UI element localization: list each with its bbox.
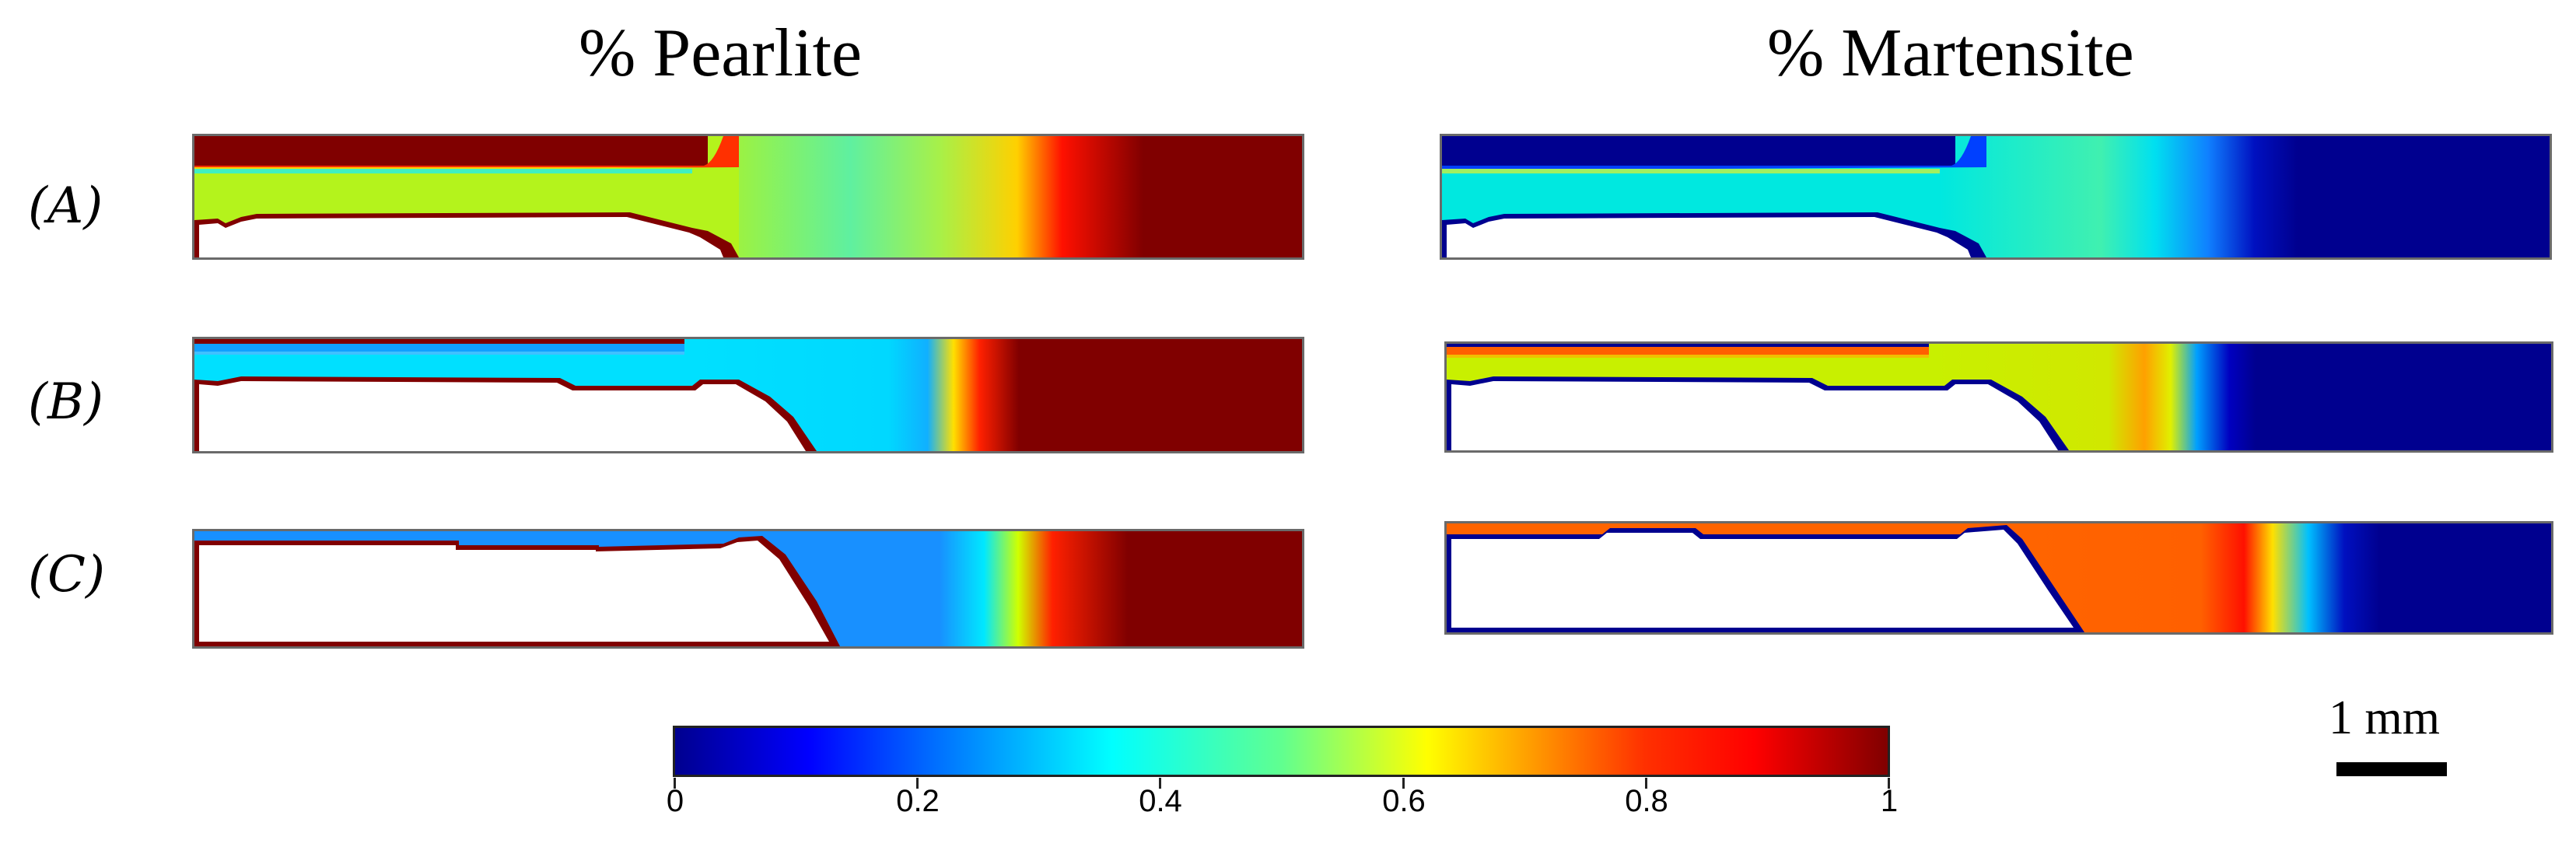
colorbar-tick xyxy=(674,778,676,789)
colorbar-tick-label: 0.4 xyxy=(1139,784,1182,818)
colorbar-tick-label: 0.6 xyxy=(1382,784,1426,818)
pearlite-map-a xyxy=(192,134,1304,260)
row-label-c: (C) xyxy=(28,546,105,604)
pearlite-map-c xyxy=(192,529,1304,649)
colorbar-tick xyxy=(1159,778,1161,789)
colorbar-tick xyxy=(1645,778,1647,789)
colorbar-tick xyxy=(916,778,919,789)
colorbar-tick xyxy=(1402,778,1405,789)
martensite-map-c xyxy=(1444,521,2553,635)
colorbar-tick-label: 0.8 xyxy=(1625,784,1668,818)
colorbar-tick-label: 1 xyxy=(1880,784,1899,818)
scale-bar-label: 1 mm xyxy=(2329,691,2440,744)
row-label-b: (B) xyxy=(28,373,103,431)
pearlite-title: % Pearlite xyxy=(579,16,863,91)
colorbar-tick-label: 0.2 xyxy=(896,784,940,818)
row-label-a: (A) xyxy=(28,177,103,235)
colorbar xyxy=(673,726,1890,777)
scale-bar xyxy=(2336,762,2447,776)
colorbar-tick-label: 0 xyxy=(666,784,684,818)
martensite-title: % Martensite xyxy=(1767,16,2134,91)
martensite-map-a xyxy=(1440,134,2552,260)
martensite-map-b xyxy=(1444,341,2553,453)
pearlite-map-b xyxy=(192,337,1304,453)
colorbar-tick xyxy=(1888,778,1890,789)
